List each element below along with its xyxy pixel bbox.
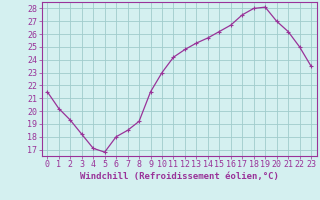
X-axis label: Windchill (Refroidissement éolien,°C): Windchill (Refroidissement éolien,°C) [80,172,279,181]
